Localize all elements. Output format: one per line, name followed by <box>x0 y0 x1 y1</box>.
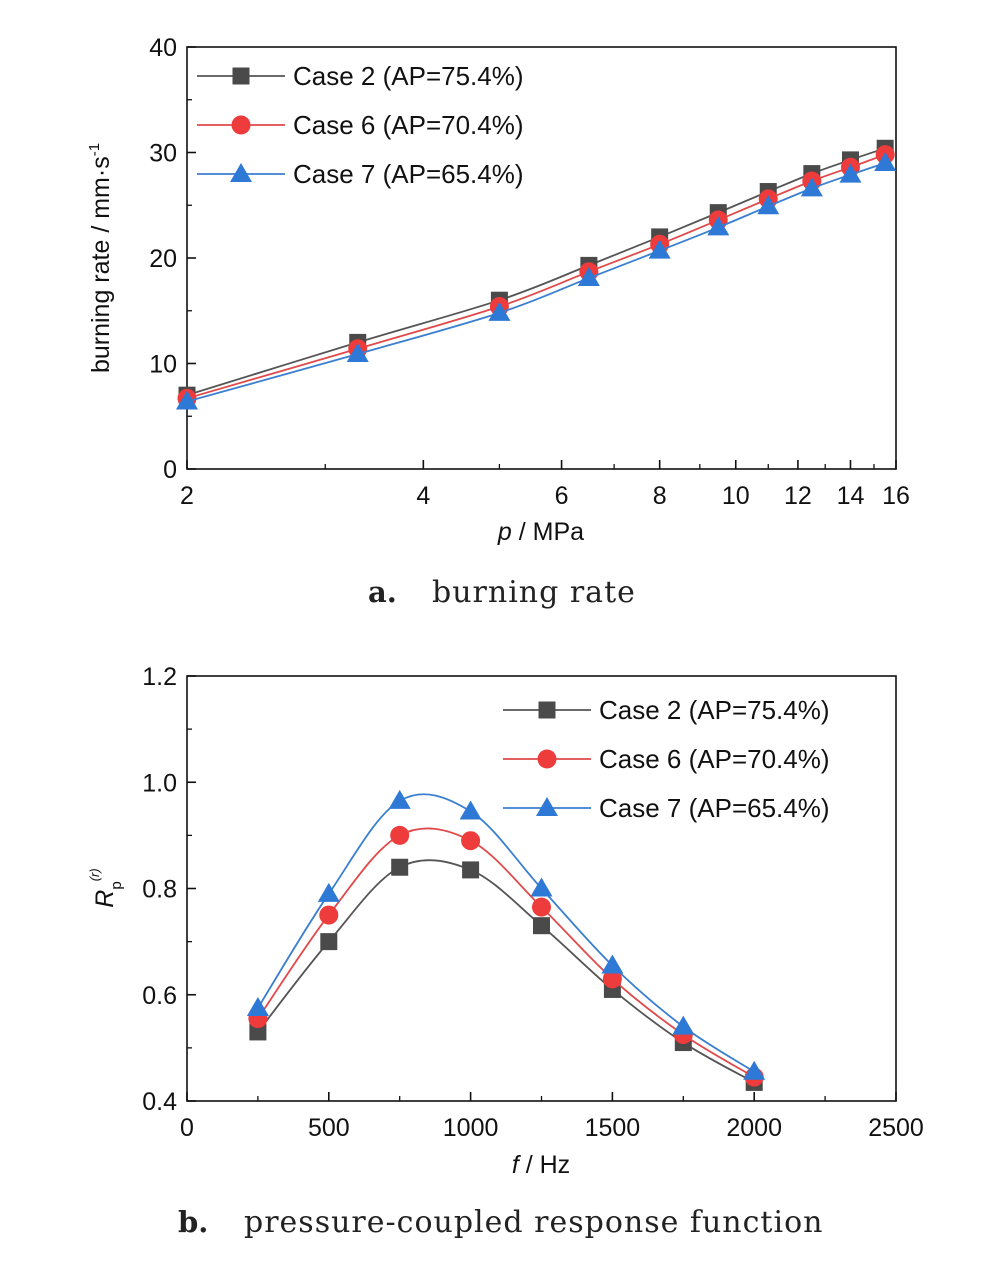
data-point <box>390 825 410 845</box>
y-tick-label: 0 <box>163 456 177 484</box>
series-line <box>186 147 886 397</box>
data-point <box>532 897 551 917</box>
caption-b: b. pressure-coupled response function <box>178 1205 823 1240</box>
legend-marker <box>232 67 250 85</box>
data-point <box>320 933 338 951</box>
x-axis-label: f / Hz <box>512 1151 570 1179</box>
data-point <box>601 954 624 974</box>
legend-marker <box>536 797 558 816</box>
data-point <box>388 789 411 809</box>
x-tick-label: 6 <box>555 482 569 510</box>
data-point <box>246 997 269 1017</box>
y-tick-label: 0.4 <box>142 1088 177 1116</box>
x-tick-label: 1500 <box>585 1114 641 1142</box>
legend-marker <box>230 163 252 182</box>
x-tick-label: 4 <box>416 482 430 510</box>
x-tick-label: 14 <box>837 482 865 510</box>
data-point <box>800 177 823 197</box>
data-point <box>319 905 339 925</box>
data-point <box>707 216 730 236</box>
x-tick-label: 2500 <box>868 1114 924 1142</box>
caption-a-text: burning rate <box>432 575 636 610</box>
data-point <box>176 390 198 410</box>
data-point <box>317 882 340 902</box>
data-point <box>346 343 369 363</box>
data-point <box>488 301 511 321</box>
x-tick-label: 10 <box>722 482 750 510</box>
legend: Case 2 (AP=75.4%) Case 6 (AP=70.4%) Case 7… <box>197 61 524 189</box>
data-point <box>874 152 897 172</box>
data-point <box>249 1023 267 1041</box>
y-tick-label: 20 <box>149 245 177 273</box>
data-point <box>672 1015 695 1035</box>
legend-label: Case 7 (AP=65.4%) <box>293 159 524 189</box>
series-case7 <box>246 789 766 1080</box>
data-point <box>757 195 780 215</box>
data-point <box>839 163 862 183</box>
x-axis-label: p / MPa <box>497 518 584 546</box>
y-axis-label: Rp(r) <box>87 868 125 907</box>
data-point <box>602 969 622 989</box>
data-point <box>577 267 600 287</box>
legend-marker <box>537 749 557 769</box>
data-point <box>461 831 481 851</box>
response-function-chart: 0.4 0.6 0.8 1.0 1.2 0 500 1000 1500 2000 2500 Case … <box>87 663 924 1179</box>
caption-b-text: pressure-coupled response function <box>244 1205 823 1240</box>
data-point <box>533 917 550 935</box>
x-tick-label: 12 <box>784 482 812 510</box>
series-case2 <box>178 139 894 404</box>
y-tick-label: 40 <box>149 34 177 62</box>
caption-a-letter: a. <box>368 575 397 609</box>
legend-label: Case 7 (AP=65.4%) <box>599 793 830 823</box>
series-case7 <box>176 152 897 410</box>
y-tick-label: 10 <box>149 351 177 379</box>
y-tick-label: 1.2 <box>142 663 177 691</box>
caption-b-letter: b. <box>178 1205 208 1239</box>
data-point <box>743 1060 766 1080</box>
legend-marker <box>538 701 556 719</box>
data-point <box>648 239 671 259</box>
caption-a: a. burning rate <box>368 575 636 610</box>
data-point <box>462 861 480 879</box>
x-tick-label: 0 <box>180 1114 194 1142</box>
y-tick-label: 0.6 <box>142 982 177 1010</box>
data-point <box>530 877 553 897</box>
y-tick-label: 1.0 <box>142 769 177 797</box>
x-tick-label: 2000 <box>726 1114 782 1142</box>
data-point <box>459 800 482 820</box>
x-tick-label: 2 <box>180 482 194 510</box>
series-line <box>186 162 886 403</box>
legend-label: Case 6 (AP=70.4%) <box>599 744 830 774</box>
y-axis-label: burning rate / mm·s-1 <box>86 143 115 373</box>
x-tick-label: 8 <box>653 482 667 510</box>
data-point <box>391 858 409 876</box>
y-tick-label: 30 <box>149 140 177 168</box>
legend-label: Case 2 (AP=75.4%) <box>599 695 830 725</box>
legend-marker <box>231 115 251 135</box>
x-tick-label: 500 <box>308 1114 350 1142</box>
x-tick-label: 1000 <box>443 1114 499 1142</box>
legend-label: Case 2 (AP=75.4%) <box>293 61 524 91</box>
x-tick-label: 16 <box>882 482 910 510</box>
y-tick-label: 0.8 <box>142 876 177 904</box>
legend: Case 2 (AP=75.4%) Case 6 (AP=70.4%) Case 7… <box>503 695 830 823</box>
legend-label: Case 6 (AP=70.4%) <box>293 110 524 140</box>
